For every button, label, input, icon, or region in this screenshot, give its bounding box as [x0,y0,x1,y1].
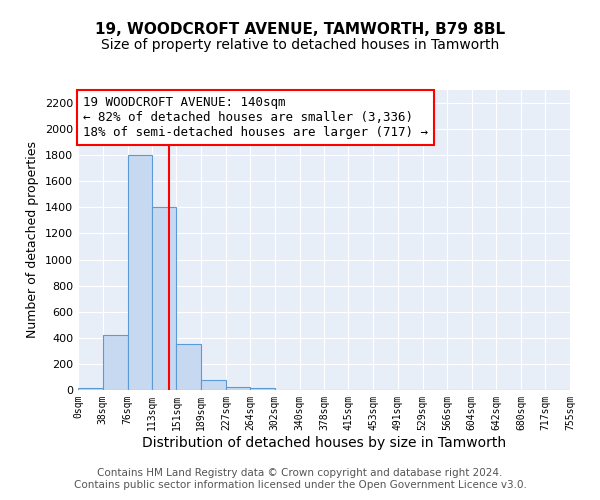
Y-axis label: Number of detached properties: Number of detached properties [26,142,40,338]
Bar [201,380,226,390]
Bar [128,155,152,390]
Bar [226,386,250,390]
Bar [176,344,201,390]
Bar [103,335,128,390]
Text: 19 WOODCROFT AVENUE: 140sqm
← 82% of detached houses are smaller (3,336)
18% of : 19 WOODCROFT AVENUE: 140sqm ← 82% of det… [83,96,428,139]
Bar [152,208,176,390]
Bar [250,388,275,390]
Text: 19, WOODCROFT AVENUE, TAMWORTH, B79 8BL: 19, WOODCROFT AVENUE, TAMWORTH, B79 8BL [95,22,505,38]
Bar [78,388,103,390]
X-axis label: Distribution of detached houses by size in Tamworth: Distribution of detached houses by size … [142,436,506,450]
Text: Contains HM Land Registry data © Crown copyright and database right 2024.
Contai: Contains HM Land Registry data © Crown c… [74,468,526,490]
Text: Size of property relative to detached houses in Tamworth: Size of property relative to detached ho… [101,38,499,52]
